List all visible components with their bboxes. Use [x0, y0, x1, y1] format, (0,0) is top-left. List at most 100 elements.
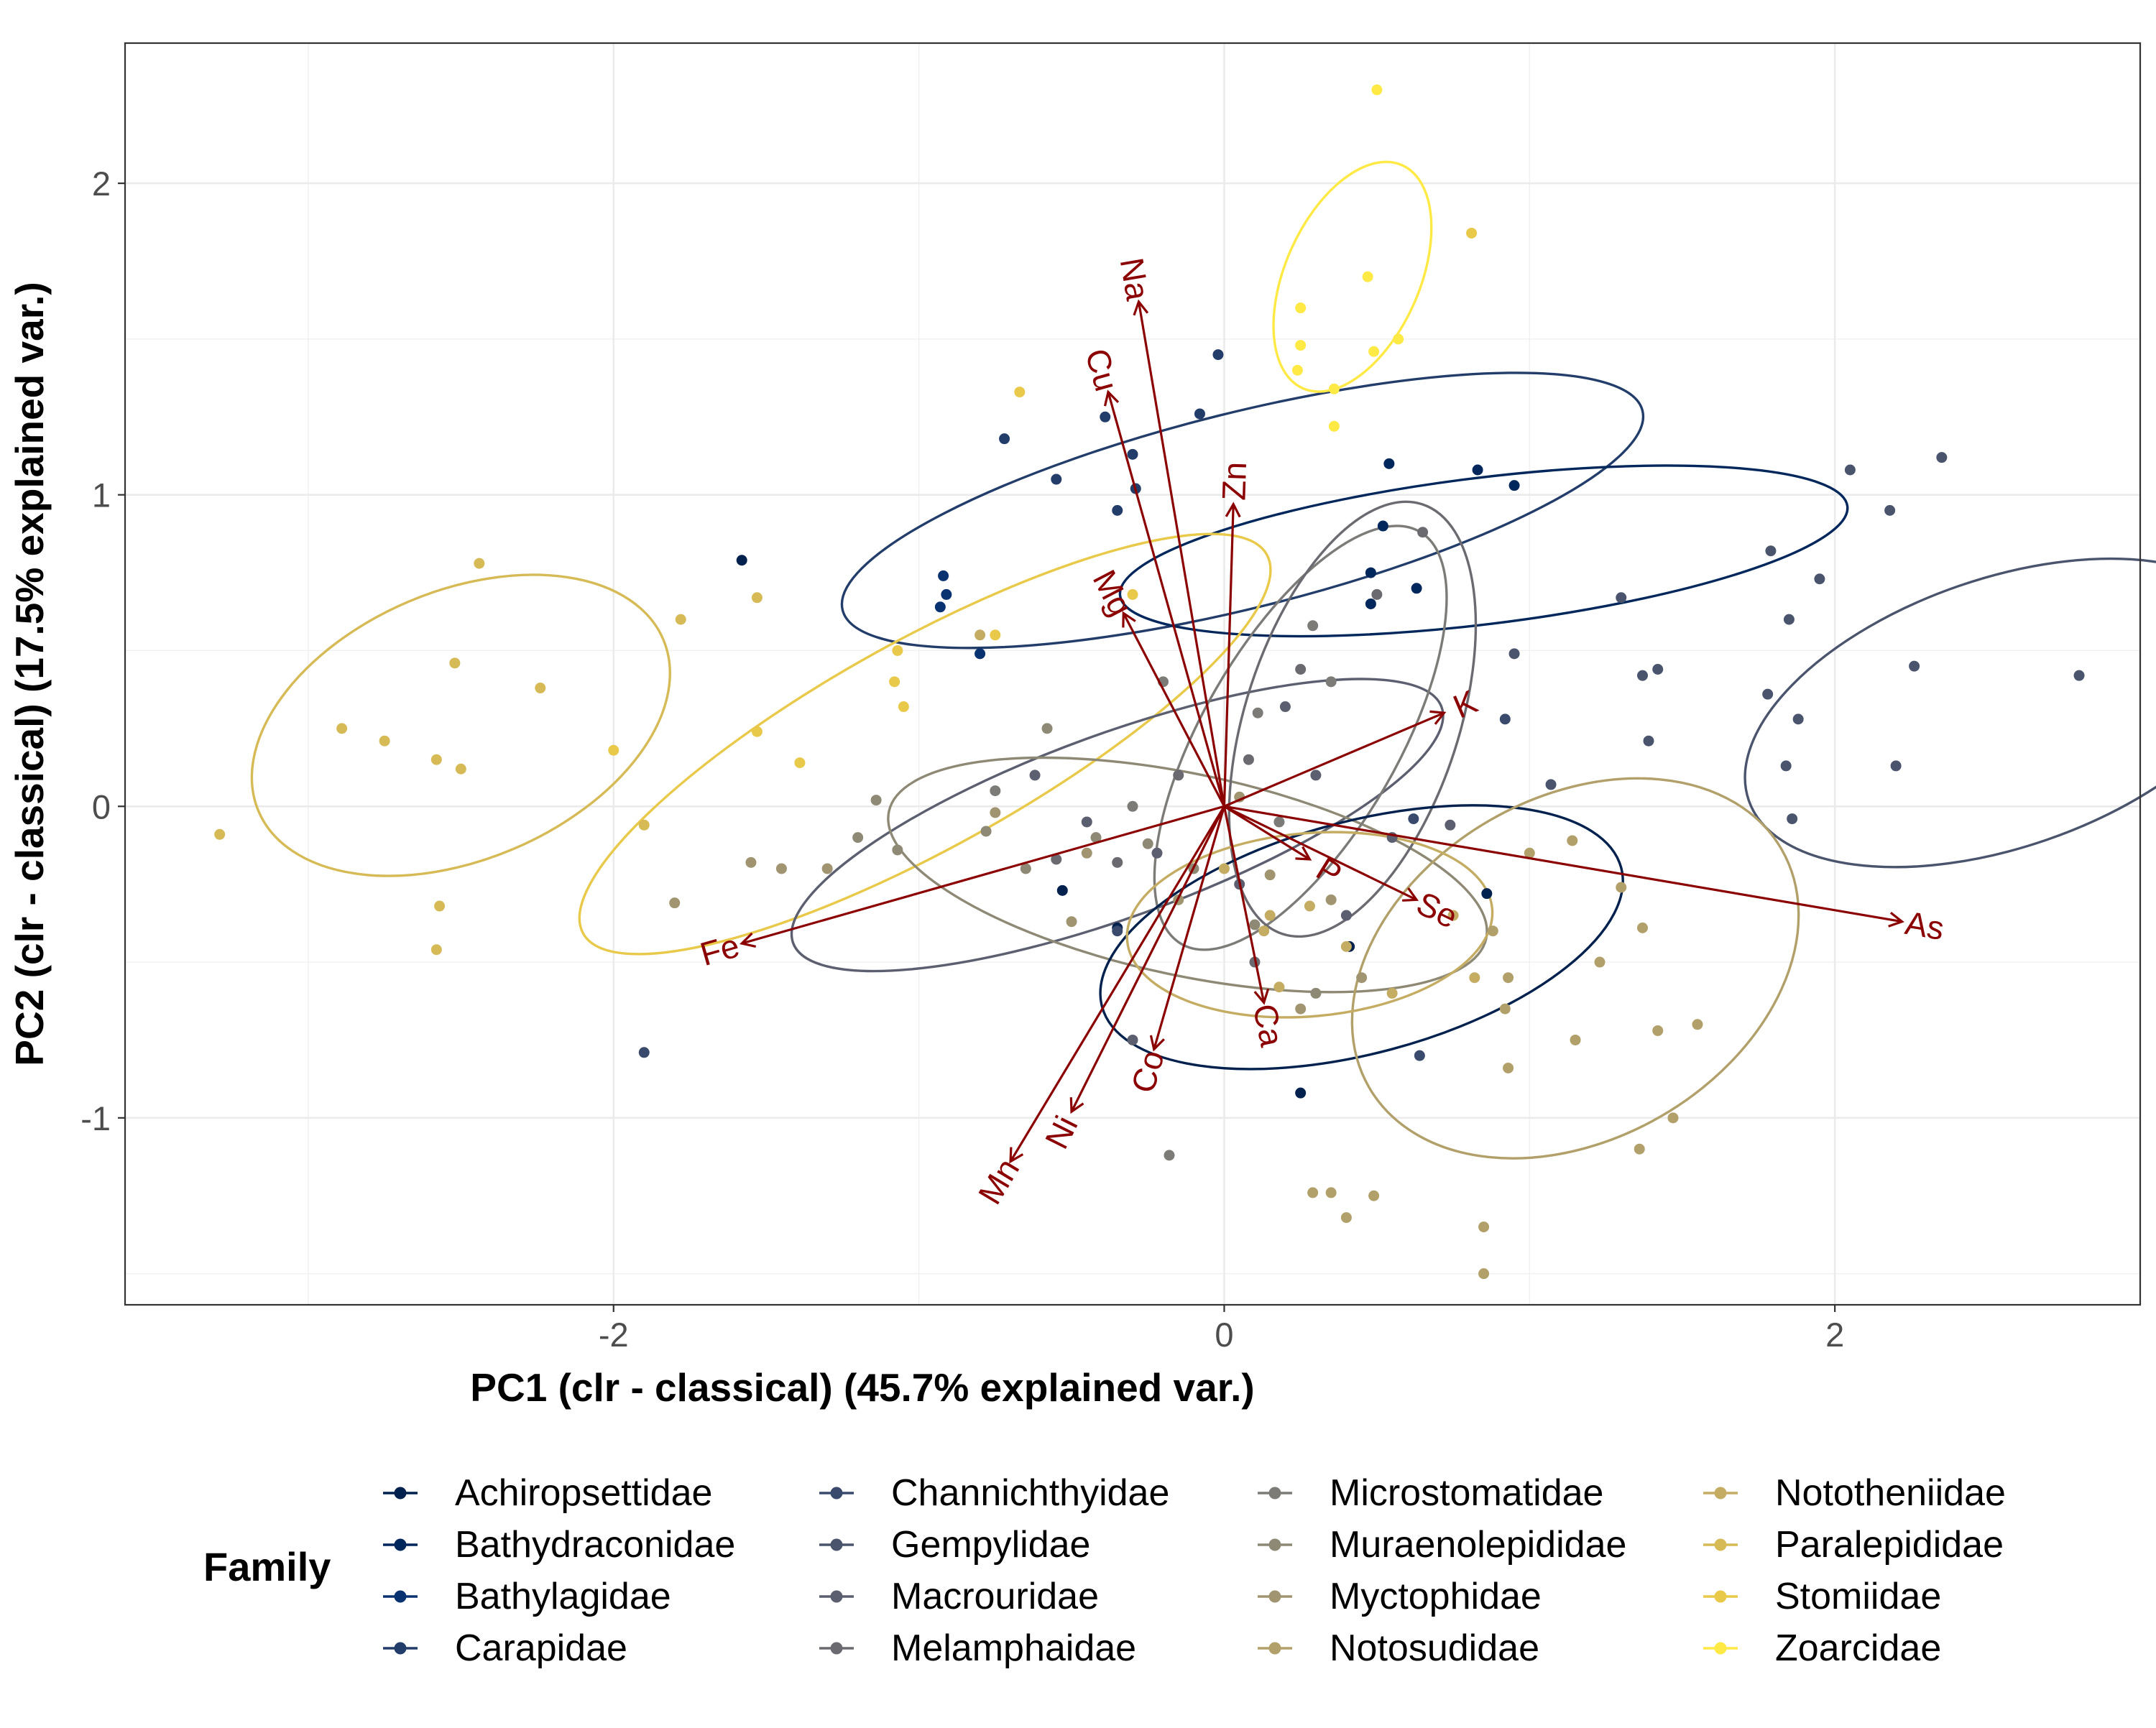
- data-point-muraenolepididae: [1041, 723, 1053, 734]
- legend-label: Microstomatidae: [1330, 1472, 1603, 1514]
- loading-arrowhead-co: [1149, 1035, 1165, 1052]
- data-point-macrouridae: [1340, 910, 1352, 921]
- data-point-zoarcidae: [1371, 84, 1383, 96]
- loading-arrowhead-k: [1429, 710, 1447, 725]
- y-tick-label: -1: [80, 1099, 111, 1137]
- data-point-channichthyidae: [1499, 713, 1511, 725]
- loading-label-zn: Zn: [1215, 461, 1253, 501]
- data-point-microstomatidae: [990, 785, 1001, 797]
- data-point-achiropsettidae: [736, 555, 747, 566]
- legend: Family Achiropsettidae Bathydraconidae Bat…: [203, 1472, 2006, 1669]
- data-point-macrouridae: [1151, 847, 1163, 859]
- data-point-paralepididae: [430, 944, 442, 956]
- data-point-bathylagidae: [975, 648, 986, 660]
- data-point-zoarcidae: [1368, 346, 1380, 357]
- loading-arrow-ni: [1070, 805, 1225, 1112]
- data-point-paralepididae: [430, 754, 442, 765]
- data-point-gempylidae: [1844, 464, 1856, 476]
- legend-key-point: [830, 1538, 843, 1551]
- plot-panel-border: [124, 42, 2142, 1306]
- data-point-stomiidae: [794, 757, 806, 769]
- data-point-gempylidae: [1762, 688, 1774, 700]
- data-point-melamphaidae: [1371, 588, 1383, 600]
- data-point-myctophidae: [669, 897, 681, 909]
- data-point-melamphaidae: [1243, 754, 1254, 765]
- data-point-bathydraconidae: [1472, 464, 1483, 476]
- data-point-myctophidae: [1325, 894, 1337, 905]
- data-point-stomiidae: [751, 726, 763, 737]
- loading-arrowhead-mg: [1122, 611, 1136, 628]
- data-point-gempylidae: [1780, 760, 1792, 772]
- data-point-carapidae: [1100, 411, 1111, 422]
- data-point-notosudidae: [1616, 882, 1627, 893]
- data-point-achiropsettidae: [1295, 1087, 1307, 1099]
- data-point-notosudidae: [1499, 1003, 1511, 1015]
- grid-layer: [125, 43, 2140, 1305]
- data-point-notosudidae: [1567, 835, 1578, 846]
- loading-arrow-p: [1223, 805, 1311, 861]
- data-point-macrouridae: [1029, 770, 1041, 781]
- loading-arrow-mg: [1122, 612, 1225, 808]
- data-point-carapidae: [1127, 448, 1138, 460]
- point-layer: [214, 84, 2085, 1280]
- loading-label-ca: Ca: [1246, 1001, 1291, 1050]
- legend-key-point: [394, 1642, 407, 1655]
- legend-key-point: [1268, 1487, 1281, 1500]
- loading-arrow-as: [1224, 805, 1902, 923]
- data-point-muraenolepididae: [1020, 863, 1031, 874]
- data-point-notosudidae: [1478, 1221, 1490, 1233]
- data-point-paralepididae: [751, 592, 763, 604]
- data-point-paralepididae: [336, 723, 348, 734]
- data-point-nototheniidae: [1447, 910, 1459, 921]
- data-point-macrouridae: [1445, 819, 1456, 831]
- data-point-muraenolepididae: [1310, 987, 1322, 999]
- loading-arrowhead-mn: [1009, 1147, 1024, 1164]
- data-point-notosudidae: [1325, 1187, 1337, 1198]
- data-point-notosudidae: [1503, 1062, 1514, 1073]
- data-point-channichthyidae: [1112, 925, 1123, 937]
- data-point-notosudidae: [1634, 1143, 1645, 1155]
- x-tick-label: -2: [599, 1316, 629, 1354]
- ellipse-zoarcidae: [1272, 160, 1433, 393]
- x-tick-label: 2: [1825, 1316, 1844, 1354]
- data-point-stomiidae: [608, 744, 619, 756]
- data-point-gempylidae: [1890, 760, 1902, 772]
- data-point-melamphaidae: [1051, 854, 1062, 865]
- data-point-bathydraconidae: [1508, 480, 1520, 491]
- data-point-melamphaidae: [1417, 527, 1429, 538]
- data-point-melamphaidae: [1173, 770, 1184, 781]
- data-point-muraenolepididae: [1249, 919, 1261, 930]
- data-point-paralepididae: [434, 900, 446, 912]
- ellipse-macrouridae: [790, 678, 1445, 973]
- data-point-nototheniidae: [1264, 910, 1276, 921]
- data-point-carapidae: [1112, 504, 1123, 516]
- ellipse-nototheniidae: [1125, 831, 1494, 1019]
- data-point-bathydraconidae: [1411, 583, 1422, 594]
- data-point-gempylidae: [1787, 813, 1798, 825]
- data-point-notosudidae: [1652, 1025, 1664, 1036]
- data-point-gempylidae: [1792, 713, 1804, 725]
- data-point-channichthyidae: [1414, 1050, 1425, 1061]
- y-tick-label: 1: [92, 476, 111, 514]
- data-point-muraenolepididae: [1090, 832, 1102, 844]
- data-point-microstomatidae: [1325, 676, 1337, 688]
- data-point-microstomatidae: [1307, 620, 1319, 632]
- data-point-macrouridae: [1310, 770, 1322, 781]
- data-point-stomiidae: [1466, 227, 1478, 239]
- legend-key-point: [1714, 1590, 1727, 1603]
- legend-key-point: [830, 1590, 843, 1603]
- data-point-carapidae: [1212, 349, 1224, 361]
- data-point-myctophidae: [1356, 972, 1368, 984]
- data-point-myctophidae: [990, 807, 1001, 818]
- data-point-paralepididae: [379, 735, 390, 747]
- data-point-notosudidae: [1478, 1268, 1490, 1280]
- legend-label: Nototheniidae: [1775, 1472, 2006, 1514]
- ellipse-gempylidae: [1743, 557, 2156, 869]
- data-point-gempylidae: [2073, 670, 2085, 681]
- data-point-myctophidae: [1081, 847, 1092, 859]
- legend-label: Achiropsettidae: [455, 1472, 712, 1514]
- x-tick-label: 0: [1215, 1316, 1233, 1354]
- ellipse-layer: [250, 160, 2156, 1160]
- data-point-nototheniidae: [1340, 941, 1352, 952]
